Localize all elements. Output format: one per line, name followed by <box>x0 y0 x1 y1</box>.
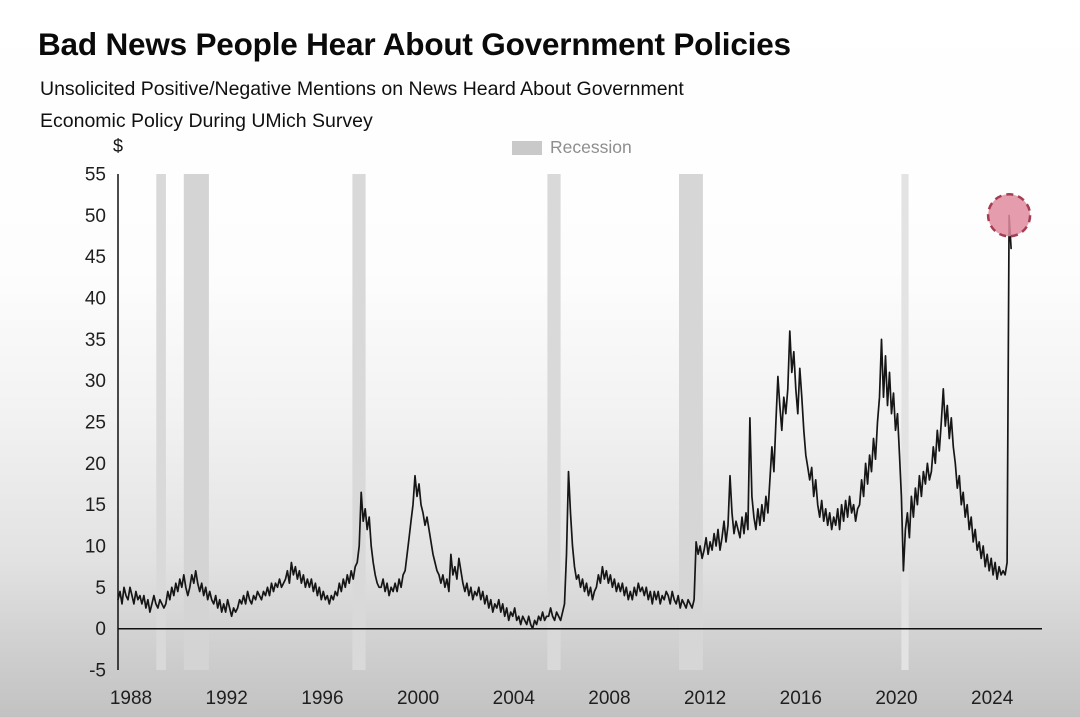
y-axis-tick-label: 40 <box>85 289 106 310</box>
y-axis-tick-label: 50 <box>85 206 106 227</box>
recession-band <box>156 174 166 670</box>
y-axis-tick-label: 30 <box>85 371 106 392</box>
y-axis-tick-label: 55 <box>85 165 106 186</box>
x-axis-tick-label: 1988 <box>110 688 152 709</box>
x-axis-tick-label: 1996 <box>301 688 343 709</box>
x-axis-tick-label: 2004 <box>493 688 536 709</box>
chart-title: Bad News People Hear About Government Po… <box>38 26 791 62</box>
recession-swatch-icon <box>512 140 542 155</box>
recession-band <box>183 174 209 670</box>
recession-band <box>352 174 366 670</box>
y-axis-tick-label: 15 <box>85 495 106 516</box>
y-axis-tick-label: 20 <box>85 454 106 475</box>
y-axis-tick-label: 5 <box>95 578 106 599</box>
highlight-circle <box>986 193 1032 238</box>
x-axis-tick-label: 2016 <box>780 688 822 709</box>
y-axis-unit-label: $ <box>113 136 124 156</box>
y-axis-tick-label: 25 <box>85 413 106 434</box>
y-axis-tick-label: 10 <box>85 537 106 558</box>
y-axis-tick-label: 35 <box>85 330 106 351</box>
x-axis-tick-label: 2024 <box>971 688 1014 709</box>
chart-subtitle-line2: Economic Policy During UMich Survey <box>40 110 373 132</box>
x-axis-tick-label: 2020 <box>875 688 917 709</box>
y-axis-tick-label: -5 <box>89 661 106 682</box>
x-axis-tick-label: 2000 <box>397 688 439 709</box>
x-axis-tick-label: 2008 <box>588 688 630 709</box>
y-axis-tick-label: 45 <box>85 247 106 268</box>
x-axis-tick-label: 1992 <box>206 688 248 709</box>
recession-legend: Recession <box>512 137 632 158</box>
chart-subtitle-line1: Unsolicited Positive/Negative Mentions o… <box>40 78 684 100</box>
recession-band <box>901 174 909 670</box>
data-line <box>117 214 1012 630</box>
x-axis-tick-label: 2012 <box>684 688 726 709</box>
recession-band <box>547 174 561 670</box>
recession-band <box>679 174 703 670</box>
y-axis-tick-label: 0 <box>95 619 106 640</box>
recession-legend-label: Recession <box>550 137 632 157</box>
